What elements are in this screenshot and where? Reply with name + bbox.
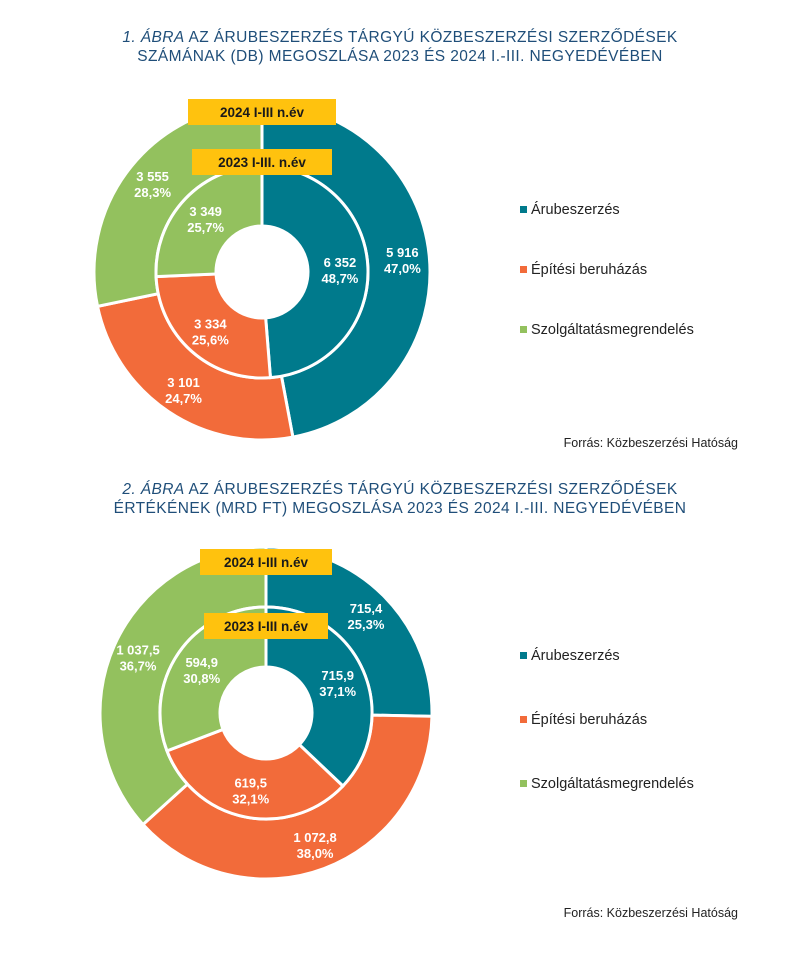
inner-ring-data-label: 3 349 25,7%: [187, 204, 224, 235]
legend-item-epitesi: Építési beruházás: [520, 262, 647, 278]
legend-label: Szolgáltatásmegrendelés: [531, 322, 694, 338]
outer-ring-data-label: 3 555 28,3%: [134, 169, 171, 200]
legend-label: Építési beruházás: [531, 712, 648, 728]
outer-ring-series-tag-label: 2024 I-III n.év: [224, 555, 309, 570]
inner-ring-data-label: 6 352 48,7%: [322, 255, 359, 286]
inner-ring-data-label: 715,9 37,1%: [319, 668, 356, 699]
outer-ring-data-label: 715,4 25,3%: [348, 601, 385, 632]
inner-ring-slice-szolgaltatas: [158, 605, 268, 753]
legend-label: Árubeszerzés: [531, 202, 620, 218]
legend-swatch-epitesi: [520, 265, 527, 273]
figure-1-title-line2: SZÁMÁNAK (DB) MEGOSZLÁSA 2023 ÉS 2024 I.…: [137, 48, 663, 65]
figure-1-source: Forrás: Közbeszerzési Hatóság: [563, 436, 738, 450]
legend-swatch-arubeszerzes: [520, 651, 527, 659]
figure-2-title-text: AZ ÁRUBESZERZÉS TÁRGYÚ KÖZBESZERZÉSI SZE…: [184, 481, 678, 498]
legend-label: Építési beruházás: [531, 262, 648, 278]
inner-ring-series-tag-label: 2023 I-III n.év: [224, 619, 309, 634]
outer-ring-data-label: 1 072,8 38,0%: [293, 830, 336, 861]
legend-swatch-szolgaltatas: [520, 779, 527, 787]
legend-label: Szolgáltatásmegrendelés: [531, 776, 694, 792]
outer-ring-series-tag-label: 2024 I-III n.év: [220, 105, 305, 120]
outer-ring-series-tag: 2024 I-III n.év: [188, 99, 336, 125]
legend-item-szolgaltatas: Szolgáltatásmegrendelés: [520, 322, 694, 338]
inner-ring-series-tag: 2023 I-III. n.év: [192, 149, 332, 175]
legend-swatch-szolgaltatas: [520, 325, 527, 333]
legend-swatch-epitesi: [520, 715, 527, 723]
figure-1-donut-chart: 5 916 47,0% 3 101 24,7% 3 555 28,3% 6 352 48,7%…: [92, 99, 432, 440]
inner-ring-slice-epitesi: [165, 727, 345, 821]
legend-item-szolgaltatas: Szolgáltatásmegrendelés: [520, 776, 694, 792]
figure-2-title: 2. ÁBRA AZ ÁRUBESZERZÉS TÁRGYÚ KÖZBESZER…: [0, 480, 800, 518]
figure-2-title-number: 2. ÁBRA: [122, 481, 185, 498]
outer-ring-data-label: 5 916 47,0%: [384, 245, 421, 276]
legend-label: Árubeszerzés: [531, 648, 620, 664]
outer-ring-series-tag: 2024 I-III n.év: [200, 549, 332, 575]
inner-ring-slice-arubeszerzes: [264, 605, 374, 789]
inner-ring-slice-arubeszerzes: [260, 164, 370, 380]
figure-1-title-text: AZ ÁRUBESZERZÉS TÁRGYÚ KÖZBESZERZÉSI SZE…: [184, 29, 678, 46]
legend-swatch-arubeszerzes: [520, 205, 527, 213]
inner-ring-data-label: 594,9 30,8%: [183, 655, 220, 686]
figure-2-donut-chart: 715,4 25,3% 1 072,8 38,0% 1 037,5 36,7% 715,9 3…: [98, 545, 434, 880]
legend-item-arubeszerzes: Árubeszerzés: [520, 648, 620, 664]
inner-ring-data-label: 619,5 32,1%: [232, 775, 269, 806]
legend-item-arubeszerzes: Árubeszerzés: [520, 202, 620, 218]
figure-1-title-number: 1. ÁBRA: [122, 29, 185, 46]
inner-ring-series-tag: 2023 I-III n.év: [204, 613, 328, 639]
inner-ring-slice-epitesi: [154, 272, 273, 380]
outer-ring-data-label: 3 101 24,7%: [165, 375, 202, 406]
figure-2-source: Forrás: Közbeszerzési Hatóság: [563, 906, 738, 920]
outer-ring-data-label: 1 037,5 36,7%: [116, 642, 159, 673]
inner-ring-data-label: 3 334 25,6%: [192, 316, 229, 347]
figure-1-title: 1. ÁBRA AZ ÁRUBESZERZÉS TÁRGYÚ KÖZBESZER…: [0, 28, 800, 66]
legend-item-epitesi: Építési beruházás: [520, 712, 647, 728]
figure-2-title-line2: ÉRTÉKÉNEK (MRD FT) MEGOSZLÁSA 2023 ÉS 20…: [113, 500, 687, 517]
inner-ring-series-tag-label: 2023 I-III. n.év: [218, 155, 306, 170]
